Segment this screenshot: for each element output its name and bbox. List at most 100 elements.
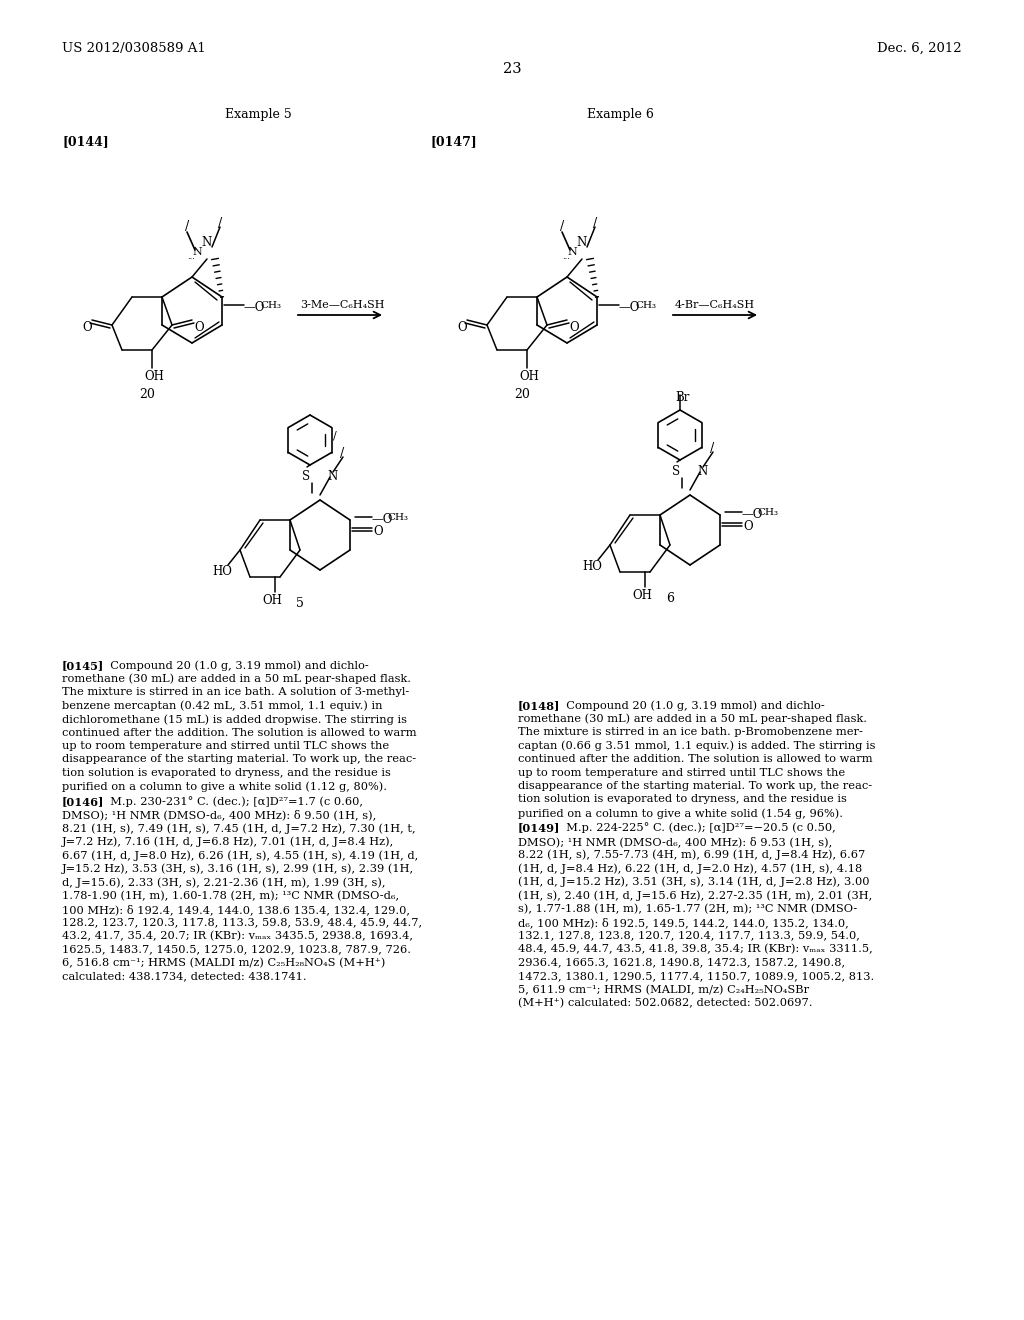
Text: [0148]: [0148] <box>518 700 560 711</box>
Text: /: / <box>710 442 715 455</box>
Text: CH₃: CH₃ <box>757 508 778 517</box>
Text: [0147]: [0147] <box>430 135 477 148</box>
Text: O: O <box>194 321 204 334</box>
Text: CH₃: CH₃ <box>635 301 656 310</box>
Text: d, J=15.6), 2.33 (3H, s), 2.21-2.36 (1H, m), 1.99 (3H, s),: d, J=15.6), 2.33 (3H, s), 2.21-2.36 (1H,… <box>62 876 385 887</box>
Text: US 2012/0308589 A1: US 2012/0308589 A1 <box>62 42 206 55</box>
Text: The mixture is stirred in an ice bath. A solution of 3-methyl-: The mixture is stirred in an ice bath. A… <box>62 686 410 697</box>
Text: Compound 20 (1.0 g, 3.19 mmol) and dichlo-: Compound 20 (1.0 g, 3.19 mmol) and dichl… <box>103 660 369 671</box>
Text: 5: 5 <box>296 597 304 610</box>
Text: OH: OH <box>632 589 652 602</box>
Text: M.p. 224-225° C. (dec.); [α]D²⁷=−20.5 (c 0.50,: M.p. 224-225° C. (dec.); [α]D²⁷=−20.5 (c… <box>559 822 836 833</box>
Text: dichloromethane (15 mL) is added dropwise. The stirring is: dichloromethane (15 mL) is added dropwis… <box>62 714 407 725</box>
Text: OH: OH <box>519 370 539 383</box>
Text: J=7.2 Hz), 7.16 (1H, d, J=6.8 Hz), 7.01 (1H, d, J=8.4 Hz),: J=7.2 Hz), 7.16 (1H, d, J=6.8 Hz), 7.01 … <box>62 837 394 847</box>
Text: CH₃: CH₃ <box>260 301 281 310</box>
Text: /: / <box>340 447 344 459</box>
Text: /: / <box>218 216 222 230</box>
Text: 20: 20 <box>139 388 155 401</box>
Text: s), 1.77-1.88 (1H, m), 1.65-1.77 (2H, m); ¹³C NMR (DMSO-: s), 1.77-1.88 (1H, m), 1.65-1.77 (2H, m)… <box>518 903 857 913</box>
Text: N: N <box>202 235 212 248</box>
Text: d₆, 100 MHz): δ 192.5, 149.5, 144.2, 144.0, 135.2, 134.0,: d₆, 100 MHz): δ 192.5, 149.5, 144.2, 144… <box>518 917 849 928</box>
Text: 5, 611.9 cm⁻¹; HRMS (MALDI, m/z) C₂₄H₂₅NO₄SBr: 5, 611.9 cm⁻¹; HRMS (MALDI, m/z) C₂₄H₂₅N… <box>518 985 809 995</box>
Text: 20: 20 <box>514 388 530 401</box>
Text: captan (0.66 g 3.51 mmol, 1.1 equiv.) is added. The stirring is: captan (0.66 g 3.51 mmol, 1.1 equiv.) is… <box>518 741 876 751</box>
Text: 23: 23 <box>503 62 521 77</box>
Text: purified on a column to give a white solid (1.12 g, 80%).: purified on a column to give a white sol… <box>62 781 387 792</box>
Text: 4-Br—C₆H₄SH: 4-Br—C₆H₄SH <box>675 300 755 310</box>
Text: 132.1, 127.8, 123.8, 120.7, 120.4, 117.7, 113.3, 59.9, 54.0,: 132.1, 127.8, 123.8, 120.7, 120.4, 117.7… <box>518 931 860 940</box>
Text: CH₃: CH₃ <box>387 513 408 521</box>
Text: /: / <box>593 216 597 230</box>
Text: /: / <box>560 220 564 234</box>
Text: N: N <box>327 470 337 483</box>
Text: [0149]: [0149] <box>518 822 560 833</box>
Text: Dec. 6, 2012: Dec. 6, 2012 <box>878 42 962 55</box>
Text: Example 5: Example 5 <box>224 108 292 121</box>
Text: 1625.5, 1483.7, 1450.5, 1275.0, 1202.9, 1023.8, 787.9, 726.: 1625.5, 1483.7, 1450.5, 1275.0, 1202.9, … <box>62 945 411 954</box>
Text: continued after the addition. The solution is allowed to warm: continued after the addition. The soluti… <box>62 727 417 738</box>
Text: Compound 20 (1.0 g, 3.19 mmol) and dichlo-: Compound 20 (1.0 g, 3.19 mmol) and dichl… <box>559 700 824 710</box>
Text: OH: OH <box>262 594 282 607</box>
Text: DMSO); ¹H NMR (DMSO-d₆, 400 MHz): δ 9.50 (1H, s),: DMSO); ¹H NMR (DMSO-d₆, 400 MHz): δ 9.50… <box>62 809 376 820</box>
Text: calculated: 438.1734, detected: 438.1741.: calculated: 438.1734, detected: 438.1741… <box>62 972 306 982</box>
Text: [0144]: [0144] <box>62 135 109 148</box>
Text: HO: HO <box>212 565 231 578</box>
Text: —O: —O <box>371 513 392 525</box>
Text: S: S <box>302 470 310 483</box>
Text: —O: —O <box>243 301 264 314</box>
Text: up to room temperature and stirred until TLC shows the: up to room temperature and stirred until… <box>518 767 845 777</box>
Text: N: N <box>577 235 587 248</box>
Text: 2936.4, 1665.3, 1621.8, 1490.8, 1472.3, 1587.2, 1490.8,: 2936.4, 1665.3, 1621.8, 1490.8, 1472.3, … <box>518 957 845 968</box>
Text: (1H, d, J=15.2 Hz), 3.51 (3H, s), 3.14 (1H, d, J=2.8 Hz), 3.00: (1H, d, J=15.2 Hz), 3.51 (3H, s), 3.14 (… <box>518 876 869 887</box>
Text: O: O <box>82 321 91 334</box>
Text: 8.22 (1H, s), 7.55-7.73 (4H, m), 6.99 (1H, d, J=8.4 Hz), 6.67: 8.22 (1H, s), 7.55-7.73 (4H, m), 6.99 (1… <box>518 850 865 861</box>
Text: The mixture is stirred in an ice bath. p-Bromobenzene mer-: The mixture is stirred in an ice bath. p… <box>518 727 863 737</box>
Text: 128.2, 123.7, 120.3, 117.8, 113.3, 59.8, 53.9, 48.4, 45.9, 44.7,: 128.2, 123.7, 120.3, 117.8, 113.3, 59.8,… <box>62 917 422 928</box>
Text: —O: —O <box>741 508 763 521</box>
Text: Example 6: Example 6 <box>587 108 653 121</box>
Text: O: O <box>373 525 383 539</box>
Text: up to room temperature and stirred until TLC shows the: up to room temperature and stirred until… <box>62 741 389 751</box>
Text: 6: 6 <box>666 591 674 605</box>
Text: disappearance of the starting material. To work up, the reac-: disappearance of the starting material. … <box>62 755 416 764</box>
Text: O: O <box>743 520 753 533</box>
Text: /: / <box>333 430 337 440</box>
Text: OH: OH <box>144 370 164 383</box>
Text: tion solution is evaporated to dryness, and the residue is: tion solution is evaporated to dryness, … <box>62 768 391 777</box>
Text: 6.67 (1H, d, J=8.0 Hz), 6.26 (1H, s), 4.55 (1H, s), 4.19 (1H, d,: 6.67 (1H, d, J=8.0 Hz), 6.26 (1H, s), 4.… <box>62 850 418 861</box>
Text: J=15.2 Hz), 3.53 (3H, s), 3.16 (1H, s), 2.99 (1H, s), 2.39 (1H,: J=15.2 Hz), 3.53 (3H, s), 3.16 (1H, s), … <box>62 863 414 874</box>
Text: M.p. 230-231° C. (dec.); [α]D²⁷=1.7 (c 0.60,: M.p. 230-231° C. (dec.); [α]D²⁷=1.7 (c 0… <box>103 796 362 807</box>
Text: HO: HO <box>582 560 602 573</box>
Text: N: N <box>697 465 708 478</box>
Text: (M+H⁺) calculated: 502.0682, detected: 502.0697.: (M+H⁺) calculated: 502.0682, detected: 5… <box>518 998 812 1008</box>
Text: —O: —O <box>618 301 639 314</box>
Text: (1H, s), 2.40 (1H, d, J=15.6 Hz), 2.27-2.35 (1H, m), 2.01 (3H,: (1H, s), 2.40 (1H, d, J=15.6 Hz), 2.27-2… <box>518 890 872 900</box>
Text: romethane (30 mL) are added in a 50 mL pear-shaped flask.: romethane (30 mL) are added in a 50 mL p… <box>62 673 411 684</box>
Text: disappearance of the starting material. To work up, the reac-: disappearance of the starting material. … <box>518 781 872 791</box>
Text: 1.78-1.90 (1H, m), 1.60-1.78 (2H, m); ¹³C NMR (DMSO-d₆,: 1.78-1.90 (1H, m), 1.60-1.78 (2H, m); ¹³… <box>62 891 399 900</box>
Text: S: S <box>672 465 680 478</box>
Text: (1H, d, J=8.4 Hz), 6.22 (1H, d, J=2.0 Hz), 4.57 (1H, s), 4.18: (1H, d, J=8.4 Hz), 6.22 (1H, d, J=2.0 Hz… <box>518 863 862 874</box>
Text: continued after the addition. The solution is allowed to warm: continued after the addition. The soluti… <box>518 754 872 764</box>
Text: 100 MHz): δ 192.4, 149.4, 144.0, 138.6 135.4, 132.4, 129.0,: 100 MHz): δ 192.4, 149.4, 144.0, 138.6 1… <box>62 904 410 915</box>
Text: purified on a column to give a white solid (1.54 g, 96%).: purified on a column to give a white sol… <box>518 808 843 818</box>
Text: romethane (30 mL) are added in a 50 mL pear-shaped flask.: romethane (30 mL) are added in a 50 mL p… <box>518 714 867 725</box>
Text: DMSO); ¹H NMR (DMSO-d₆, 400 MHz): δ 9.53 (1H, s),: DMSO); ¹H NMR (DMSO-d₆, 400 MHz): δ 9.53… <box>518 836 833 847</box>
Text: [0146]: [0146] <box>62 796 104 807</box>
Text: O: O <box>457 321 467 334</box>
Text: ...: ... <box>187 253 195 261</box>
Text: ...: ... <box>562 253 570 261</box>
Text: 1472.3, 1380.1, 1290.5, 1177.4, 1150.7, 1089.9, 1005.2, 813.: 1472.3, 1380.1, 1290.5, 1177.4, 1150.7, … <box>518 972 874 981</box>
Text: N: N <box>193 247 202 257</box>
Text: [0145]: [0145] <box>62 660 104 671</box>
Text: O: O <box>569 321 579 334</box>
Text: tion solution is evaporated to dryness, and the residue is: tion solution is evaporated to dryness, … <box>518 795 847 804</box>
Text: 8.21 (1H, s), 7.49 (1H, s), 7.45 (1H, d, J=7.2 Hz), 7.30 (1H, t,: 8.21 (1H, s), 7.49 (1H, s), 7.45 (1H, d,… <box>62 822 416 833</box>
Text: 48.4, 45.9, 44.7, 43.5, 41.8, 39.8, 35.4; IR (KBr): vₘₐₓ 3311.5,: 48.4, 45.9, 44.7, 43.5, 41.8, 39.8, 35.4… <box>518 944 872 954</box>
Text: 3-Me—C₆H₄SH: 3-Me—C₆H₄SH <box>300 300 384 310</box>
Text: Br: Br <box>675 391 689 404</box>
Text: /: / <box>185 220 189 234</box>
Text: 6, 516.8 cm⁻¹; HRMS (MALDI m/z) C₂₅H₂₈NO₄S (M+H⁺): 6, 516.8 cm⁻¹; HRMS (MALDI m/z) C₂₅H₂₈NO… <box>62 958 385 969</box>
Text: 43.2, 41.7, 35.4, 20.7; IR (KBr): vₘₐₓ 3435.5, 2938.8, 1693.4,: 43.2, 41.7, 35.4, 20.7; IR (KBr): vₘₐₓ 3… <box>62 931 413 941</box>
